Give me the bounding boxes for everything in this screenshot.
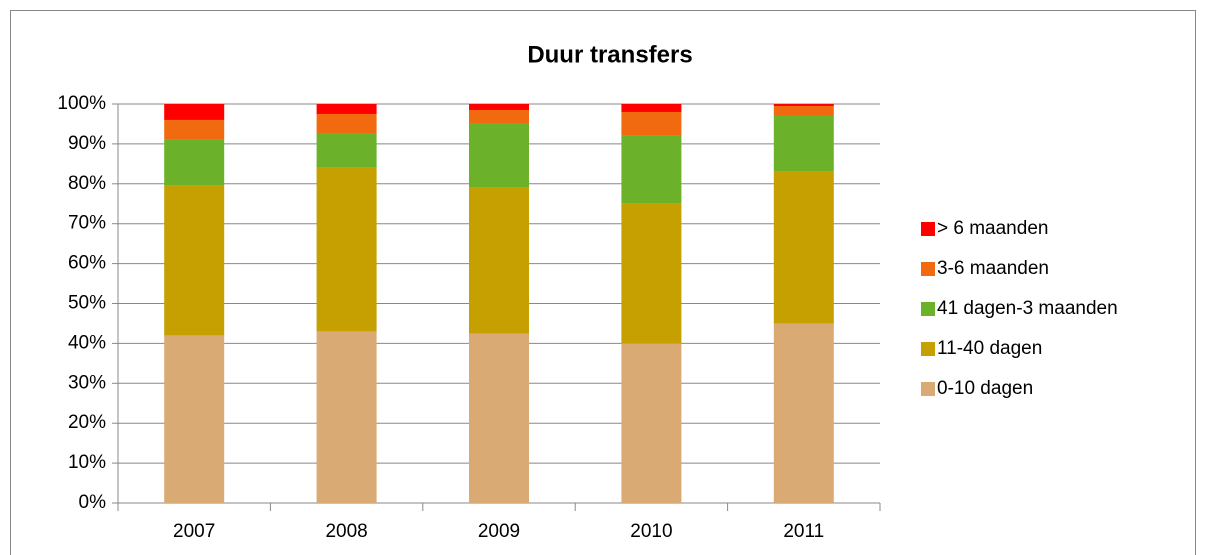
x-tick-label: 2008 bbox=[325, 521, 367, 542]
bar-segment bbox=[773, 171, 834, 324]
bar-segment bbox=[773, 115, 834, 172]
bar-segment bbox=[621, 343, 682, 503]
x-tick-label: 2010 bbox=[630, 521, 672, 542]
legend-label: 0-10 dagen bbox=[937, 378, 1033, 399]
y-tick-label: 30% bbox=[68, 372, 106, 393]
legend-swatch bbox=[921, 382, 935, 396]
y-tick-label: 0% bbox=[79, 492, 107, 513]
bar-segment bbox=[164, 335, 225, 503]
bar-segment bbox=[773, 105, 834, 116]
bar-segment bbox=[469, 104, 529, 110]
legend-swatch bbox=[921, 222, 935, 236]
x-tick-label: 2009 bbox=[478, 521, 520, 542]
y-tick-label: 100% bbox=[57, 93, 106, 114]
bar-segment bbox=[316, 133, 377, 168]
bar-segment bbox=[469, 333, 529, 503]
bar-segment bbox=[164, 185, 225, 336]
y-tick-label: 20% bbox=[68, 412, 106, 433]
y-tick-label: 70% bbox=[68, 213, 106, 234]
chart-title: Duur transfers bbox=[527, 41, 692, 68]
x-tick-label: 2007 bbox=[173, 521, 215, 542]
legend-label: 3-6 maanden bbox=[937, 258, 1049, 279]
legend-label: 41 dagen-3 maanden bbox=[937, 298, 1118, 319]
y-tick-label: 60% bbox=[68, 253, 106, 274]
bar-segment bbox=[773, 104, 834, 106]
y-tick-label: 80% bbox=[68, 173, 106, 194]
bar-segment bbox=[469, 109, 529, 124]
bar-segment bbox=[621, 104, 682, 112]
legend-swatch bbox=[921, 262, 935, 276]
legend-swatch bbox=[921, 302, 935, 316]
x-tick-label: 2011 bbox=[783, 521, 824, 542]
bar-segment bbox=[316, 104, 377, 114]
legend-label: 11-40 dagen bbox=[937, 338, 1042, 359]
bar-segment bbox=[164, 104, 225, 120]
y-tick-label: 90% bbox=[68, 133, 106, 154]
y-tick-label: 50% bbox=[68, 293, 106, 314]
bar-segment bbox=[316, 113, 377, 134]
bar-segment bbox=[469, 123, 529, 188]
bar-segment bbox=[469, 187, 529, 334]
legend-label: > 6 maanden bbox=[937, 218, 1048, 239]
legend-swatch bbox=[921, 342, 935, 356]
bar-segment bbox=[621, 203, 682, 344]
y-tick-label: 40% bbox=[68, 332, 106, 353]
bar-segment bbox=[621, 135, 682, 204]
bar-segment bbox=[773, 323, 834, 503]
bar-segment bbox=[316, 331, 377, 503]
bar-segment bbox=[164, 119, 225, 140]
bar-segment bbox=[164, 139, 225, 186]
bar-segment bbox=[621, 111, 682, 136]
y-tick-label: 10% bbox=[68, 452, 106, 473]
bar-segment bbox=[316, 167, 377, 332]
